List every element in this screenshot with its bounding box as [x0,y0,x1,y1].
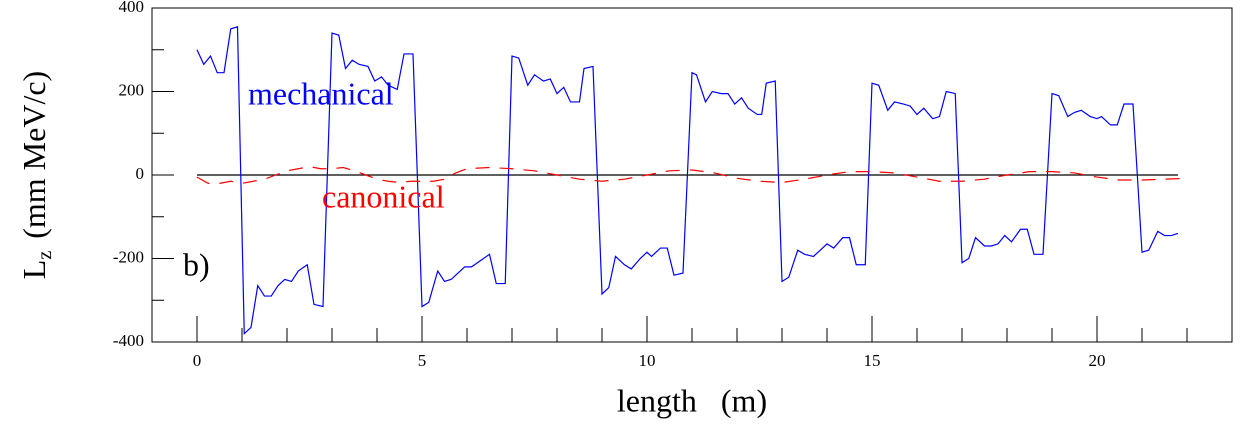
y-axis-label-text: Lz (mm MeV/c) [16,71,55,279]
y-tick-label: -200 [113,247,144,266]
x-tick-label: 10 [639,351,656,370]
annotation: b) [183,246,210,282]
x-tick-label: 20 [1089,351,1106,370]
y-axis-label: Lz (mm MeV/c) [16,71,55,279]
x-tick-label: 0 [193,351,202,370]
x-axis-label: length (m) [617,382,767,418]
annotation: mechanical [248,75,394,111]
y-label-main: L [16,260,52,280]
x-tick-label: 5 [418,351,427,370]
y-tick-label: 0 [136,164,145,183]
y-label-unit: (mm MeV/c) [16,71,52,239]
x-tick-label: 15 [864,351,881,370]
y-tick-label: 400 [119,0,145,16]
annotation: canonical [322,178,445,214]
series-line [196,166,1188,184]
y-tick-label: -400 [113,331,144,350]
y-tick-label: 200 [119,80,145,99]
series-line [196,25,1179,335]
y-label-subscript: z [34,251,56,260]
